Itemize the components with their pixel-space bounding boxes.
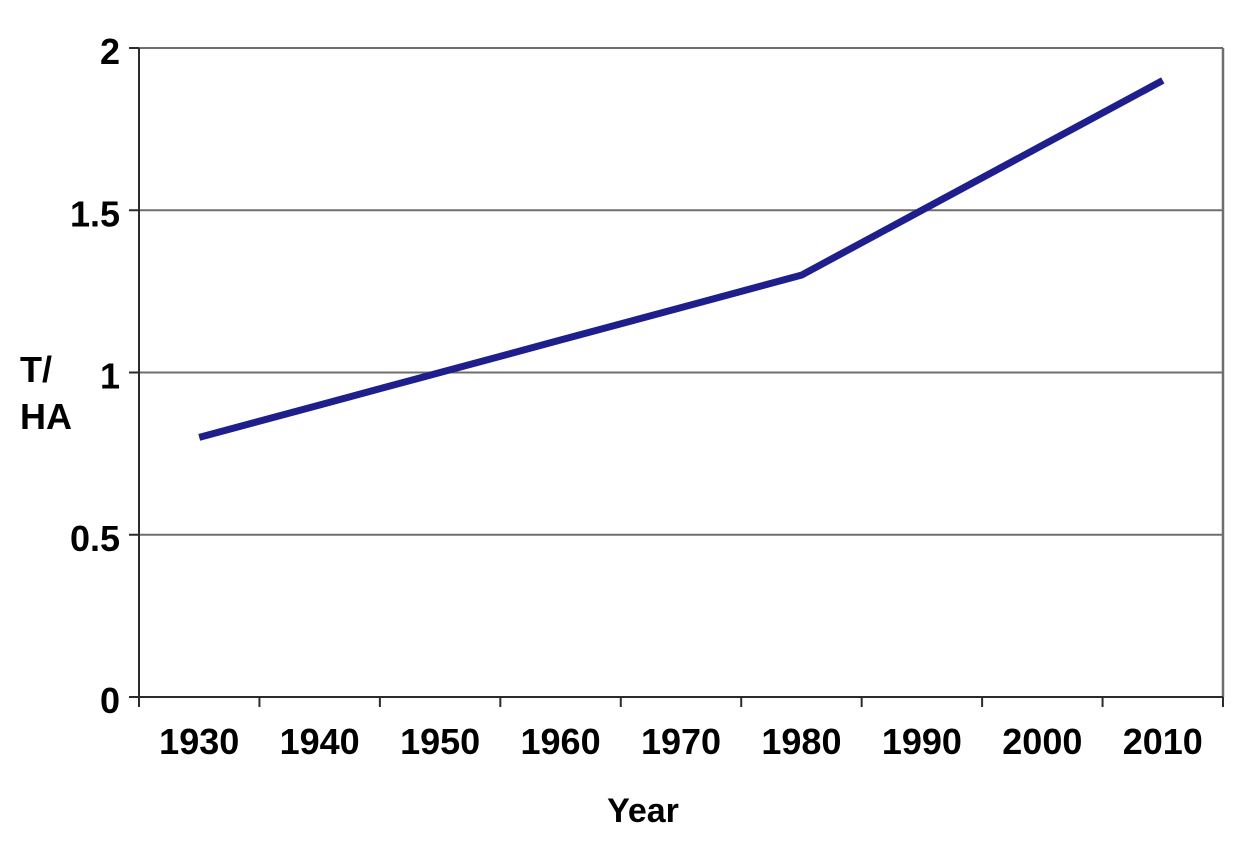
y-tick-label: 0.5 bbox=[70, 518, 120, 559]
x-axis-title: Year bbox=[607, 792, 679, 830]
x-tick-label: 1950 bbox=[400, 721, 480, 762]
x-tick-label: 2010 bbox=[1123, 721, 1203, 762]
x-tick-label: 1980 bbox=[761, 721, 841, 762]
x-tick-label: 2000 bbox=[1002, 721, 1082, 762]
y-axis-title-line2: HA bbox=[20, 396, 72, 437]
x-tick-label: 1930 bbox=[159, 721, 239, 762]
y-tick-label: 0 bbox=[100, 680, 120, 721]
x-tick-label: 1940 bbox=[280, 721, 360, 762]
y-tick-label: 2 bbox=[100, 31, 120, 72]
y-tick-label: 1 bbox=[100, 356, 120, 397]
y-axis-title: T/ HA bbox=[20, 346, 72, 440]
y-tick-label: 1.5 bbox=[70, 193, 120, 234]
x-tick-label: 1990 bbox=[882, 721, 962, 762]
x-tick-label: 1970 bbox=[641, 721, 721, 762]
y-axis-title-line1: T/ bbox=[20, 349, 52, 390]
x-tick-label: 1960 bbox=[521, 721, 601, 762]
data-line bbox=[198, 77, 1165, 441]
